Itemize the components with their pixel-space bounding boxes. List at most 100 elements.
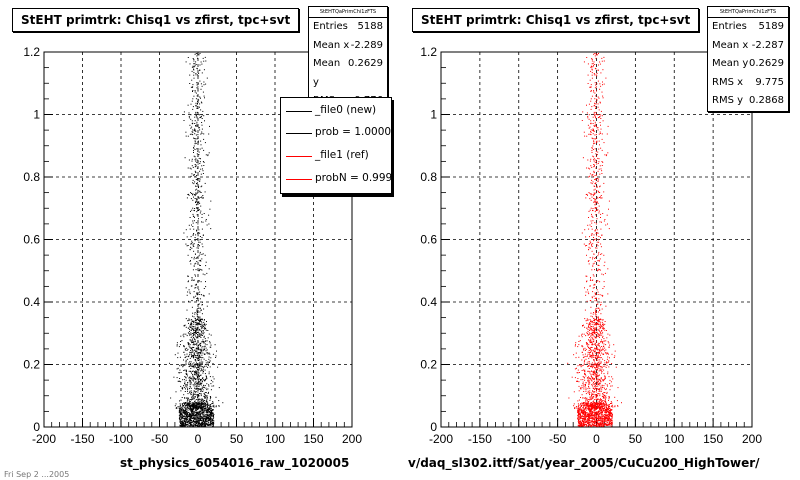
data-point bbox=[209, 398, 211, 400]
data-point bbox=[601, 395, 603, 397]
data-point bbox=[194, 422, 196, 424]
data-point bbox=[182, 425, 183, 427]
data-point bbox=[191, 411, 193, 413]
data-point bbox=[188, 356, 189, 358]
data-point bbox=[204, 415, 206, 417]
data-point bbox=[194, 53, 196, 55]
data-point bbox=[212, 353, 214, 355]
data-point bbox=[611, 420, 613, 422]
data-point bbox=[182, 422, 184, 424]
data-point bbox=[204, 369, 206, 371]
data-point bbox=[194, 359, 196, 361]
data-point bbox=[606, 415, 607, 416]
data-point bbox=[595, 391, 597, 393]
data-point bbox=[592, 313, 594, 315]
data-point bbox=[192, 91, 193, 92]
data-point bbox=[197, 297, 199, 299]
data-point bbox=[198, 393, 200, 394]
data-point bbox=[600, 237, 601, 239]
data-point bbox=[593, 160, 595, 162]
data-point bbox=[594, 418, 596, 420]
data-point bbox=[591, 414, 593, 416]
data-point bbox=[597, 322, 599, 324]
data-point bbox=[188, 343, 190, 344]
data-point bbox=[191, 421, 193, 423]
data-point bbox=[196, 382, 198, 384]
data-point bbox=[592, 411, 593, 413]
data-point bbox=[184, 423, 186, 425]
data-point bbox=[593, 406, 595, 408]
data-point bbox=[193, 297, 195, 299]
data-point bbox=[211, 420, 213, 422]
data-point bbox=[597, 395, 599, 397]
data-point bbox=[581, 394, 583, 396]
data-point bbox=[209, 409, 211, 411]
data-point bbox=[585, 335, 587, 337]
data-point bbox=[201, 243, 203, 245]
data-point bbox=[192, 355, 194, 356]
data-point bbox=[590, 333, 592, 334]
data-point bbox=[201, 354, 203, 356]
data-point bbox=[577, 418, 579, 420]
data-point bbox=[595, 125, 597, 127]
data-point bbox=[585, 425, 587, 427]
data-point bbox=[583, 243, 585, 245]
data-point bbox=[183, 425, 185, 427]
data-point bbox=[582, 381, 584, 383]
data-point bbox=[593, 312, 595, 313]
data-point bbox=[593, 198, 595, 199]
data-point bbox=[196, 355, 198, 356]
data-point bbox=[188, 412, 189, 414]
data-point bbox=[599, 309, 601, 311]
data-point bbox=[193, 396, 195, 398]
data-point bbox=[590, 396, 592, 398]
data-point bbox=[605, 366, 607, 368]
data-point bbox=[199, 191, 201, 193]
data-point bbox=[203, 423, 205, 425]
data-point bbox=[177, 357, 179, 359]
data-point bbox=[201, 258, 203, 260]
data-point bbox=[589, 347, 590, 349]
data-point bbox=[591, 414, 592, 416]
data-point bbox=[587, 224, 589, 226]
data-point bbox=[203, 420, 205, 422]
data-point bbox=[198, 352, 199, 354]
data-point bbox=[593, 404, 595, 406]
data-point bbox=[587, 333, 588, 335]
data-point bbox=[597, 356, 599, 358]
data-point bbox=[204, 324, 205, 326]
data-point bbox=[599, 331, 601, 332]
data-point bbox=[607, 408, 609, 410]
data-point bbox=[586, 415, 588, 417]
data-point bbox=[180, 341, 182, 342]
data-point bbox=[186, 407, 188, 409]
data-point bbox=[595, 363, 597, 365]
data-point bbox=[194, 65, 196, 67]
data-point bbox=[194, 400, 196, 402]
data-point bbox=[184, 407, 186, 409]
data-point bbox=[579, 364, 581, 366]
data-point bbox=[197, 86, 199, 88]
data-point bbox=[608, 409, 609, 411]
data-point bbox=[190, 412, 192, 414]
data-point bbox=[611, 363, 613, 364]
data-point bbox=[598, 325, 600, 327]
data-point bbox=[606, 417, 608, 418]
data-point bbox=[200, 388, 202, 390]
data-point bbox=[197, 90, 199, 92]
data-point bbox=[197, 161, 199, 162]
data-point bbox=[602, 379, 604, 381]
data-point bbox=[199, 424, 201, 425]
data-point bbox=[606, 422, 608, 424]
data-point bbox=[179, 365, 181, 367]
data-point bbox=[209, 416, 211, 418]
data-point bbox=[610, 385, 612, 387]
data-point bbox=[601, 133, 603, 135]
data-point bbox=[178, 418, 180, 419]
data-point bbox=[193, 419, 195, 421]
data-point bbox=[186, 412, 188, 414]
data-point bbox=[179, 420, 181, 422]
data-point bbox=[608, 412, 609, 414]
data-point bbox=[602, 161, 604, 163]
data-point bbox=[192, 350, 194, 352]
